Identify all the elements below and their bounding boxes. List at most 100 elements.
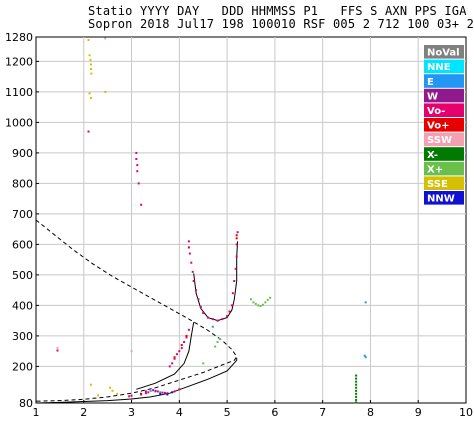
echo-point [168, 365, 171, 368]
echo-point [166, 392, 169, 395]
echo-point [144, 390, 147, 393]
echo-point [355, 401, 358, 404]
echo-point [192, 280, 195, 282]
y-tick-label: 800 [12, 177, 33, 190]
x-tick-label: 9 [415, 406, 422, 419]
solid-profile-line [136, 322, 195, 390]
legend-swatch [424, 45, 464, 59]
echo-point [87, 39, 90, 42]
x-tick-label: 3 [128, 406, 135, 419]
legend-swatch [424, 59, 464, 74]
x-tick-label: 4 [176, 406, 183, 419]
y-tick-label: 500 [12, 269, 33, 282]
echo-point [259, 305, 262, 308]
y-tick-label: 700 [12, 208, 33, 221]
echo-point [136, 164, 139, 167]
echo-point [211, 318, 214, 321]
y-tick-label: 80 [19, 397, 33, 410]
legend-label: Vo+ [427, 121, 449, 132]
echo-point [216, 319, 219, 322]
x-tick-label: 5 [224, 406, 231, 419]
echo-point [235, 255, 238, 258]
echo-point [159, 392, 162, 395]
legend-swatch [424, 147, 464, 161]
echo-point [254, 302, 257, 305]
echo-point [89, 63, 92, 66]
echo-point [104, 37, 107, 40]
echo-point [87, 130, 90, 133]
echo-point [230, 304, 233, 307]
echo-point [355, 386, 358, 389]
legend-swatch [424, 132, 464, 147]
legend-label: W [427, 91, 438, 102]
echo-point [180, 344, 183, 347]
echo-point [266, 298, 269, 301]
echo-point [355, 389, 358, 392]
legend-swatch [424, 176, 464, 190]
echo-point [135, 151, 138, 154]
grid-lines [36, 37, 466, 403]
header-values-line: Sopron 2018 Jul17 198 100010 RSF 005 2 7… [88, 17, 474, 31]
echo-point [185, 336, 188, 339]
echo-point [88, 54, 91, 57]
y-tick-label: 400 [12, 299, 33, 312]
y-tick-label: 600 [12, 238, 33, 251]
echo-point [56, 349, 59, 352]
echo-point [187, 328, 190, 331]
y-tick-label: 1200 [5, 55, 33, 68]
echo-point [159, 391, 162, 394]
echo-point [89, 68, 92, 71]
echo-point [166, 393, 169, 396]
echo-point [149, 389, 152, 392]
echo-point [226, 315, 229, 318]
axis-ticks: 1 2 3 4 5 6 7 8 9 10 80 200 300 400 500 600 700 800 900 100… [5, 31, 473, 419]
echo-point [355, 392, 358, 395]
plot-area-frame [35, 36, 467, 404]
legend-label: NNW [427, 194, 455, 205]
echo-point [197, 298, 200, 301]
y-tick-label: 1280 [5, 31, 33, 44]
y-tick-label: 1000 [5, 116, 33, 129]
echo-point [140, 203, 143, 206]
echo-point [109, 386, 112, 389]
ionogram-header: Statio YYYY DAY DDD HHMMSS P1 FFS S AXN … [0, 0, 474, 34]
echo-point [104, 90, 107, 93]
echo-point [171, 362, 174, 365]
echo-point [199, 305, 202, 308]
y-tick-label: 1100 [5, 86, 33, 99]
echo-point [355, 395, 358, 398]
echo-point [355, 374, 358, 377]
echo-point [89, 97, 92, 99]
solid-profile-line [35, 357, 238, 404]
echo-point [211, 325, 214, 328]
legend-label: NNE [427, 62, 451, 73]
echo-point [135, 158, 138, 160]
echo-point [56, 347, 59, 350]
echo-point [130, 350, 133, 353]
x-tick-label: 7 [319, 406, 326, 419]
echo-point [236, 231, 239, 234]
data-series [35, 37, 367, 404]
echo-point [363, 354, 366, 357]
echo-point [185, 334, 188, 337]
echo-point [180, 347, 183, 350]
header-fields-line: Statio YYYY DAY DDD HHMMSS P1 FFS S AXN … [88, 4, 474, 18]
echo-point [173, 356, 176, 359]
echo-point [261, 303, 264, 306]
echo-point [355, 377, 358, 380]
echo-point [178, 350, 181, 353]
echo-point [218, 337, 221, 340]
echo-point [269, 296, 272, 299]
echo-point [173, 357, 176, 360]
echo-point [136, 170, 139, 173]
echo-point [156, 390, 159, 393]
legend: NoVal NNE EW Vo- Vo+ SSW X- X+ SSE NNW [424, 45, 464, 205]
legend-swatch [424, 118, 464, 132]
echo-point [140, 392, 143, 395]
echo-point [171, 391, 174, 394]
echo-point [202, 362, 205, 365]
echo-point [128, 395, 131, 398]
legend-swatch [424, 103, 464, 117]
legend-label: NoVal [427, 48, 460, 59]
echo-point [183, 341, 186, 343]
